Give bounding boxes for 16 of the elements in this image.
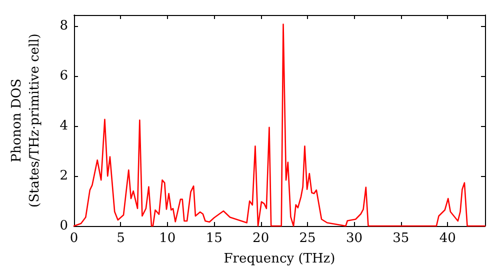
- y-tick-label: 2: [60, 168, 68, 184]
- x-axis-title: Frequency (THz): [224, 251, 336, 266]
- x-tick-label: 40: [439, 231, 456, 246]
- x-tick-label: 30: [346, 231, 362, 246]
- x-tick-label: 25: [299, 231, 316, 246]
- x-tick-label: 20: [252, 231, 270, 246]
- x-tick-label: 35: [392, 231, 410, 246]
- y-tick-label: 8: [60, 18, 68, 34]
- x-tick-label: 0: [70, 231, 78, 246]
- y-tick-label: 4: [60, 118, 68, 134]
- y-tick-label: 6: [60, 68, 68, 84]
- y-axis-title: Phonon DOS (States/THz·primitive cell): [10, 33, 42, 208]
- y-tick-label: 0: [60, 218, 68, 234]
- x-tick-label: 15: [206, 231, 222, 246]
- x-tick-label: 10: [159, 231, 176, 246]
- x-tick-label: 5: [116, 231, 125, 246]
